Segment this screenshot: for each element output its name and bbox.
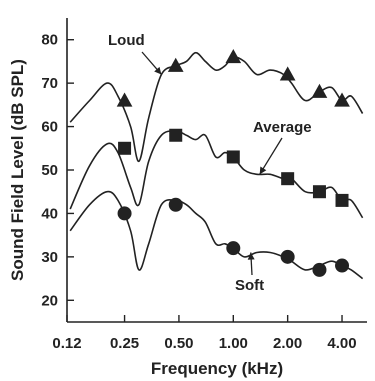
marker-average bbox=[312, 185, 326, 199]
marker-average bbox=[226, 150, 240, 164]
marker-soft bbox=[280, 249, 295, 264]
series-line-average bbox=[69, 130, 364, 219]
x-tick-label: 2.00 bbox=[273, 335, 302, 352]
y-axis-title: Sound Field Level (dB SPL) bbox=[8, 59, 27, 281]
y-tick-label: 50 bbox=[41, 162, 58, 179]
annotation-average: Average bbox=[253, 119, 312, 136]
annotations: Loud Average Soft bbox=[108, 32, 312, 294]
y-tick-label: 80 bbox=[41, 32, 58, 49]
x-tick-label: 0.12 bbox=[52, 335, 81, 352]
x-tick-label: 0.25 bbox=[110, 335, 139, 352]
marker-loud bbox=[311, 83, 328, 98]
x-tick-label: 0.50 bbox=[164, 335, 193, 352]
marker-loud bbox=[225, 49, 242, 64]
marker-loud bbox=[116, 92, 133, 107]
marker-loud bbox=[279, 66, 296, 81]
x-tick-label: 4.00 bbox=[327, 335, 356, 352]
marker-soft bbox=[335, 258, 350, 273]
marker-soft bbox=[226, 241, 241, 256]
marker-average bbox=[281, 172, 295, 186]
marker-soft bbox=[168, 197, 183, 212]
y-tick-label: 70 bbox=[41, 75, 58, 92]
x-tick-label: 1.00 bbox=[219, 335, 248, 352]
marker-average bbox=[169, 128, 183, 142]
marker-average bbox=[335, 193, 349, 207]
y-ticks: 20 30 40 50 60 70 80 bbox=[41, 32, 74, 309]
annotation-arrowhead-soft bbox=[247, 252, 255, 260]
annotation-arrowhead-loud bbox=[154, 66, 162, 75]
marker-average bbox=[118, 141, 132, 155]
y-tick-label: 20 bbox=[41, 292, 58, 309]
annotation-loud: Loud bbox=[108, 32, 145, 49]
y-tick-label: 60 bbox=[41, 119, 58, 136]
series-markers bbox=[116, 49, 350, 277]
marker-soft bbox=[312, 262, 327, 277]
annotation-soft: Soft bbox=[235, 277, 264, 294]
y-tick-label: 30 bbox=[41, 249, 58, 266]
marker-loud bbox=[167, 57, 184, 72]
y-tick-label: 40 bbox=[41, 205, 58, 222]
x-axis-title: Frequency (kHz) bbox=[151, 359, 283, 378]
marker-loud bbox=[334, 92, 350, 107]
annotation-arrow-average bbox=[259, 137, 283, 175]
annotation-arrowhead-average bbox=[259, 166, 267, 175]
x-ticks: 0.12 0.25 0.50 1.00 2.00 4.00 bbox=[52, 315, 357, 352]
marker-soft bbox=[117, 206, 132, 221]
